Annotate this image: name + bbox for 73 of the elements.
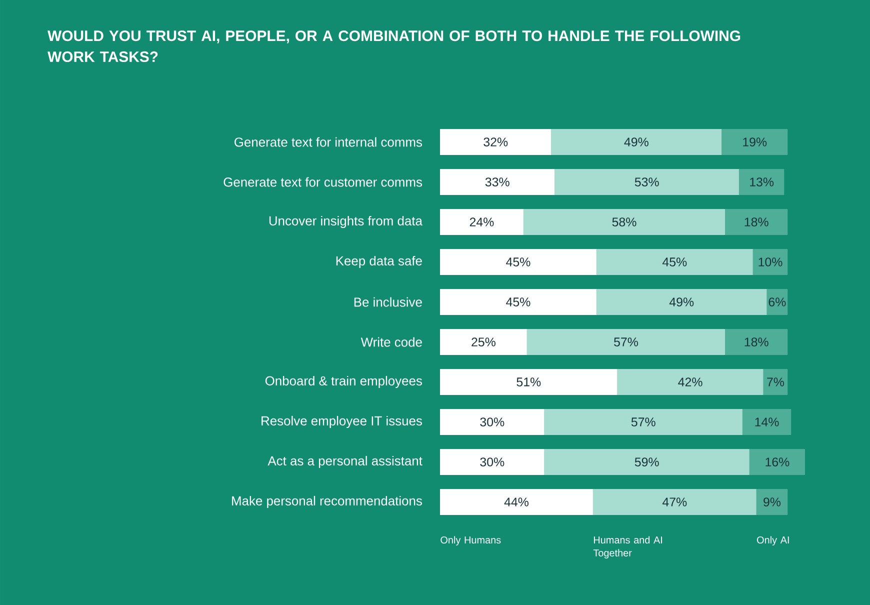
data-label: 30% (480, 418, 504, 426)
data-label: 13% (750, 178, 774, 186)
data-label: 44% (504, 498, 528, 506)
bar (526, 328, 726, 355)
data-label: 18% (744, 338, 768, 346)
bar (544, 448, 750, 475)
data-label: 59% (634, 458, 659, 466)
bar (554, 168, 739, 195)
bar (440, 128, 552, 155)
bar (440, 408, 544, 435)
data-label: 25% (472, 338, 496, 346)
bar (596, 288, 767, 315)
data-label: 45% (506, 298, 530, 306)
data-label: 33% (485, 178, 510, 186)
data-label: 49% (669, 298, 694, 306)
bar (551, 128, 722, 155)
bar (725, 328, 788, 355)
bar (725, 208, 788, 235)
y-tick-label: Keep data safe (336, 256, 422, 268)
y-tick-label: Act as a personal assistant (268, 456, 422, 468)
bar (756, 488, 788, 515)
bar (440, 208, 524, 235)
data-label: 51% (516, 378, 541, 386)
y-tick-label: Write code (360, 337, 422, 347)
bar (523, 208, 726, 235)
data-label: 7% (767, 378, 784, 386)
data-label: 32% (484, 138, 508, 146)
bar (440, 328, 527, 355)
data-label: 45% (662, 258, 687, 266)
y-tick-label: Onboard & train employees (265, 376, 422, 388)
bar (440, 288, 596, 315)
chart-title: WOULD YOU TRUST AI, PEOPLE, OR A COMBINATION OF BOTH TO HANDLE THE FOLLOWING WORK TASKS? (48, 30, 740, 62)
data-label: 16% (766, 458, 790, 466)
bar (617, 368, 764, 395)
data-label: 57% (631, 418, 656, 426)
data-label: 9% (764, 498, 781, 506)
data-label: 53% (634, 178, 659, 186)
data-label: 10% (758, 258, 782, 266)
data-label: 14% (755, 418, 779, 426)
text: Only AI (757, 536, 789, 546)
data-label: 19% (743, 138, 767, 146)
data-label: 30% (480, 458, 504, 466)
bar (440, 368, 618, 395)
data-label: 18% (744, 218, 768, 226)
bar (763, 368, 788, 395)
bar (596, 248, 753, 275)
bar (544, 408, 742, 435)
y-tick-label: Resolve employee IT issues (262, 416, 422, 428)
y-tick-label: Make personal recommendations (232, 496, 422, 508)
y-tick-label: Be inclusive (354, 297, 422, 307)
data-label: 49% (624, 138, 648, 146)
text: Humans and AI Together (593, 536, 662, 558)
bar (440, 448, 544, 475)
data-label: 42% (678, 378, 702, 386)
y-tick-label: Generate text for internal comms (234, 137, 422, 147)
data-label: 57% (614, 338, 638, 346)
y-tick-label: Uncover insights from data (269, 216, 422, 228)
data-label: 24% (470, 218, 494, 226)
bar (440, 168, 555, 195)
data-label: 6% (768, 298, 786, 306)
bar (752, 248, 788, 275)
data-label: 58% (612, 218, 636, 226)
bar (722, 128, 788, 155)
bar (440, 488, 593, 515)
text: Only Humans (440, 536, 501, 546)
data-label: 47% (662, 498, 687, 506)
bar (440, 248, 596, 275)
bar (749, 448, 806, 475)
bar (592, 488, 756, 515)
data-label: 45% (506, 258, 530, 266)
y-tick-label: Generate text for customer comms (224, 177, 422, 187)
bar (742, 408, 792, 435)
bar (738, 168, 784, 195)
